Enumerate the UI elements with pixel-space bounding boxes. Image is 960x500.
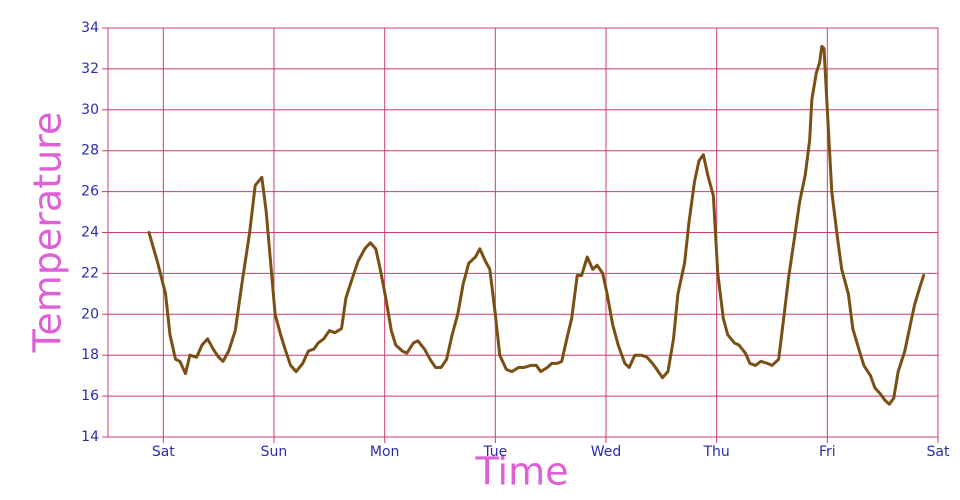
- y-tick-label: 34: [81, 20, 99, 36]
- x-tick-label: Sat: [152, 444, 175, 460]
- x-axis-title: Time: [475, 450, 569, 494]
- y-tick-label: 22: [81, 265, 99, 281]
- y-tick-label: 28: [81, 143, 99, 159]
- x-tick-label: Mon: [370, 444, 400, 460]
- x-tick-label: Wed: [591, 444, 622, 460]
- series-line: [147, 44, 926, 406]
- x-tick-label: Fri: [819, 444, 836, 460]
- y-tick-label: 26: [81, 184, 99, 200]
- x-tick-label: Sun: [261, 444, 288, 460]
- x-tick-label: Thu: [703, 444, 730, 460]
- y-tick-label: 18: [81, 347, 99, 363]
- y-tick-label: 32: [81, 61, 99, 77]
- x-tick-label: Sat: [927, 444, 950, 460]
- y-tick-label: 30: [81, 102, 99, 118]
- y-tick-label: 14: [81, 429, 99, 445]
- y-axis-title: Temperature: [26, 112, 70, 354]
- y-tick-label: 16: [81, 388, 99, 404]
- y-tick-label: 24: [81, 225, 99, 241]
- x-tick-label: Tue: [482, 444, 507, 460]
- y-tick-label: 20: [81, 306, 99, 322]
